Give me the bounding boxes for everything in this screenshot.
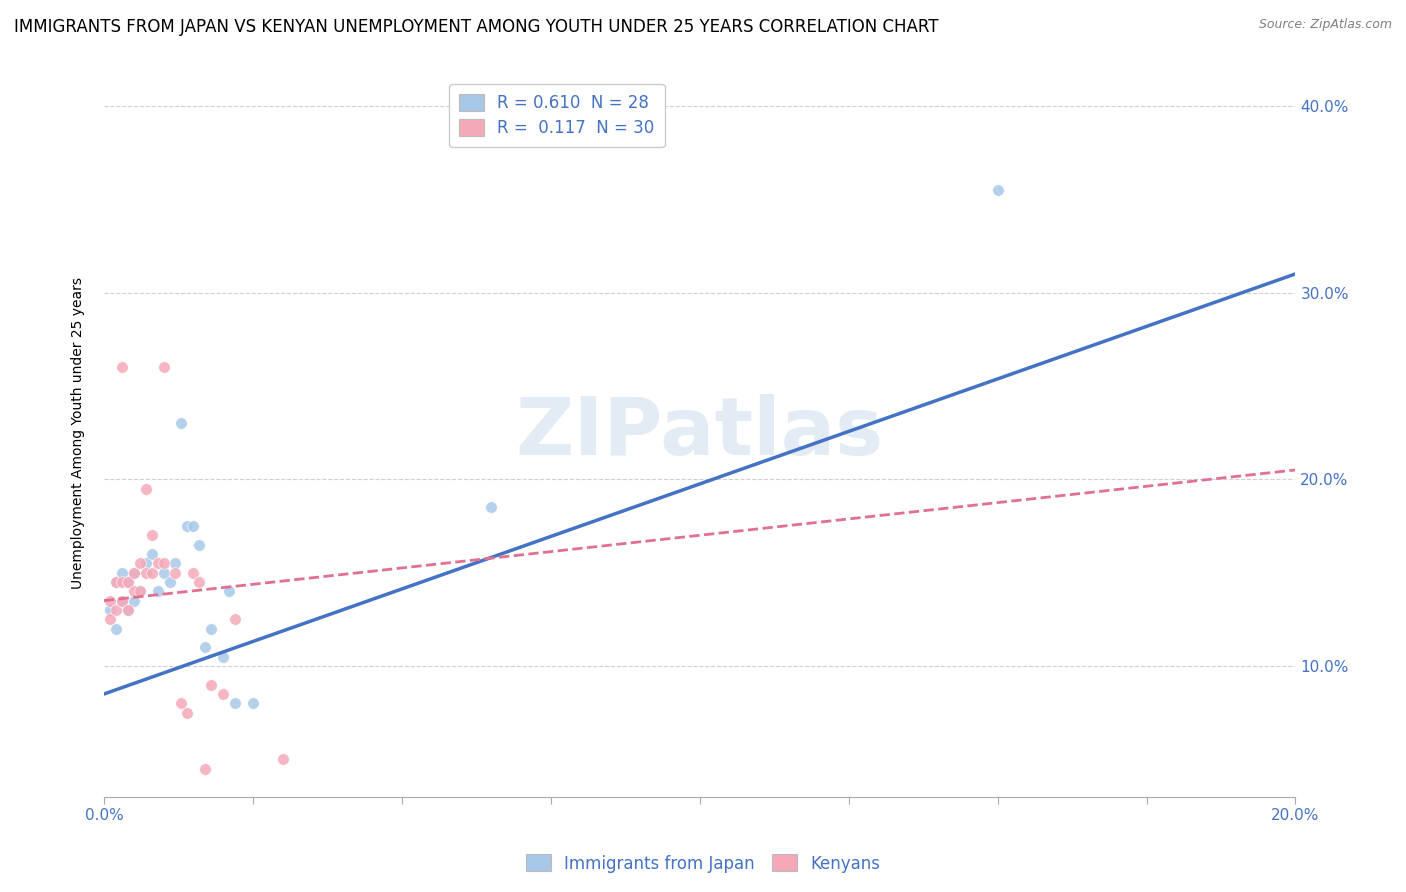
Point <box>188 538 211 552</box>
Point <box>122 566 145 580</box>
Point <box>165 556 187 570</box>
Point <box>128 556 150 570</box>
Point <box>135 482 157 496</box>
Point <box>987 183 1010 197</box>
Point <box>152 556 174 570</box>
Point <box>135 556 157 570</box>
Point <box>104 622 127 636</box>
Point <box>104 603 127 617</box>
Point <box>141 547 163 561</box>
Point <box>111 566 134 580</box>
Point <box>146 556 169 570</box>
Point <box>117 574 139 589</box>
Point <box>117 603 139 617</box>
Point <box>117 574 139 589</box>
Point <box>200 678 222 692</box>
Point <box>104 574 127 589</box>
Point <box>141 528 163 542</box>
Point <box>111 574 134 589</box>
Point <box>188 574 211 589</box>
Point <box>122 593 145 607</box>
Point <box>176 519 198 533</box>
Point <box>159 574 181 589</box>
Point <box>212 649 235 664</box>
Point <box>128 584 150 599</box>
Point <box>176 706 198 720</box>
Point <box>111 360 134 375</box>
Point <box>104 574 127 589</box>
Point <box>98 612 121 626</box>
Text: Source: ZipAtlas.com: Source: ZipAtlas.com <box>1258 18 1392 31</box>
Point <box>224 612 246 626</box>
Point <box>479 500 502 515</box>
Point <box>200 622 222 636</box>
Text: ZIPatlas: ZIPatlas <box>516 393 884 472</box>
Point <box>165 566 187 580</box>
Point <box>98 603 121 617</box>
Point <box>170 417 193 431</box>
Point <box>122 566 145 580</box>
Point <box>135 566 157 580</box>
Point <box>128 584 150 599</box>
Point <box>170 696 193 710</box>
Text: IMMIGRANTS FROM JAPAN VS KENYAN UNEMPLOYMENT AMONG YOUTH UNDER 25 YEARS CORRELAT: IMMIGRANTS FROM JAPAN VS KENYAN UNEMPLOY… <box>14 18 939 36</box>
Point <box>122 584 145 599</box>
Point <box>141 566 163 580</box>
Point <box>183 566 205 580</box>
Point <box>194 640 217 655</box>
Point <box>111 593 134 607</box>
Point <box>152 566 174 580</box>
Legend: Immigrants from Japan, Kenyans: Immigrants from Japan, Kenyans <box>519 847 887 880</box>
Legend: R = 0.610  N = 28, R =  0.117  N = 30: R = 0.610 N = 28, R = 0.117 N = 30 <box>449 84 665 147</box>
Point <box>242 696 264 710</box>
Point <box>194 762 217 776</box>
Point <box>218 584 240 599</box>
Point <box>224 696 246 710</box>
Point <box>111 593 134 607</box>
Point <box>117 603 139 617</box>
Point <box>152 360 174 375</box>
Point <box>271 752 294 766</box>
Point <box>146 584 169 599</box>
Point <box>183 519 205 533</box>
Point <box>212 687 235 701</box>
Y-axis label: Unemployment Among Youth under 25 years: Unemployment Among Youth under 25 years <box>72 277 86 589</box>
Point <box>98 593 121 607</box>
